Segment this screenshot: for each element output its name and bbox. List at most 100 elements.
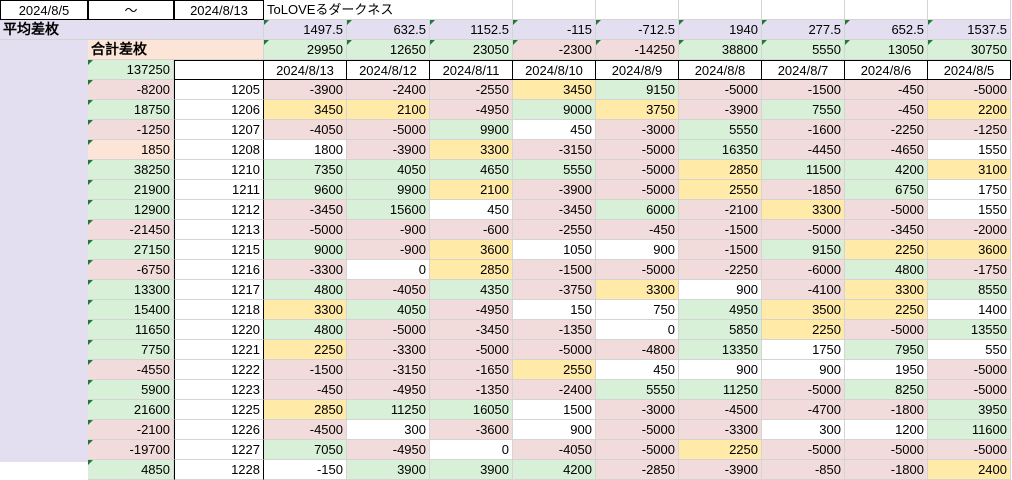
data-cell[interactable]: -2400 <box>347 80 430 100</box>
machine-id-cell[interactable]: 1206 <box>174 100 264 120</box>
row-total-cell[interactable]: 4850 <box>88 460 174 480</box>
data-cell[interactable]: -3300 <box>679 420 762 440</box>
empty-cell[interactable] <box>596 0 679 20</box>
data-cell[interactable]: -1500 <box>679 220 762 240</box>
data-cell[interactable]: 1750 <box>762 340 845 360</box>
data-cell[interactable]: -5000 <box>430 340 513 360</box>
data-cell[interactable]: 4650 <box>430 160 513 180</box>
machine-id-cell[interactable]: 1227 <box>174 440 264 460</box>
data-cell[interactable]: -850 <box>762 460 845 480</box>
data-cell[interactable]: 2250 <box>762 320 845 340</box>
data-cell[interactable]: -5000 <box>596 160 679 180</box>
row-total-cell[interactable]: 5900 <box>88 380 174 400</box>
empty-cell[interactable] <box>679 0 762 20</box>
data-cell[interactable]: 9000 <box>264 240 347 260</box>
data-cell[interactable]: 9000 <box>513 100 596 120</box>
data-cell[interactable]: 3300 <box>430 140 513 160</box>
data-cell[interactable]: -5000 <box>264 220 347 240</box>
data-cell[interactable]: -5000 <box>596 260 679 280</box>
avg-value-cell[interactable]: 277.5 <box>762 20 845 40</box>
total-value-cell[interactable]: 38800 <box>679 40 762 60</box>
data-cell[interactable]: 3300 <box>845 280 928 300</box>
total-value-cell[interactable]: 12650 <box>347 40 430 60</box>
data-cell[interactable]: 4200 <box>513 460 596 480</box>
data-cell[interactable]: 5550 <box>596 380 679 400</box>
row-total-cell[interactable]: 1850 <box>88 140 174 160</box>
tilde-cell[interactable]: ～ <box>88 0 174 20</box>
data-cell[interactable]: -3450 <box>430 320 513 340</box>
data-cell[interactable]: 3500 <box>762 300 845 320</box>
data-cell[interactable]: -1850 <box>762 180 845 200</box>
data-cell[interactable]: 7550 <box>762 100 845 120</box>
machine-id-cell[interactable]: 1222 <box>174 360 264 380</box>
data-cell[interactable]: 2250 <box>679 440 762 460</box>
avg-value-cell[interactable]: 652.5 <box>845 20 928 40</box>
empty-cell[interactable] <box>845 0 928 20</box>
data-cell[interactable]: -5000 <box>762 220 845 240</box>
data-cell[interactable]: 0 <box>596 320 679 340</box>
date-header-cell[interactable]: 2024/8/7 <box>762 60 845 80</box>
sheet-title-cell[interactable]: ToLOVEるダークネス <box>264 0 430 20</box>
data-cell[interactable]: 7350 <box>264 160 347 180</box>
machine-id-cell[interactable]: 1226 <box>174 420 264 440</box>
row-total-cell[interactable]: -2100 <box>88 420 174 440</box>
data-cell[interactable]: -5000 <box>762 380 845 400</box>
data-cell[interactable]: -3900 <box>679 460 762 480</box>
data-cell[interactable]: 16350 <box>679 140 762 160</box>
data-cell[interactable]: -1500 <box>513 260 596 280</box>
data-cell[interactable]: -450 <box>845 80 928 100</box>
avg-value-cell[interactable]: -712.5 <box>596 20 679 40</box>
data-cell[interactable]: -3000 <box>596 400 679 420</box>
empty-cell[interactable] <box>762 0 845 20</box>
data-cell[interactable]: 1050 <box>513 240 596 260</box>
row-total-cell[interactable]: -19700 <box>88 440 174 460</box>
data-cell[interactable]: 6000 <box>596 200 679 220</box>
machine-id-cell[interactable]: 1218 <box>174 300 264 320</box>
machine-id-cell[interactable]: 1228 <box>174 460 264 480</box>
data-cell[interactable]: -600 <box>430 220 513 240</box>
date-header-cell[interactable]: 2024/8/10 <box>513 60 596 80</box>
data-cell[interactable]: 3900 <box>430 460 513 480</box>
data-cell[interactable]: 1200 <box>845 420 928 440</box>
data-cell[interactable]: 2850 <box>430 260 513 280</box>
data-cell[interactable]: -2250 <box>845 120 928 140</box>
data-cell[interactable]: -3600 <box>430 420 513 440</box>
data-cell[interactable]: 3600 <box>928 240 1011 260</box>
data-cell[interactable]: -5000 <box>762 440 845 460</box>
data-cell[interactable]: -3450 <box>845 220 928 240</box>
data-cell[interactable]: 3950 <box>928 400 1011 420</box>
date-header-cell[interactable]: 2024/8/11 <box>430 60 513 80</box>
data-cell[interactable]: 4050 <box>347 160 430 180</box>
machine-id-cell[interactable]: 1208 <box>174 140 264 160</box>
data-cell[interactable]: 3450 <box>513 80 596 100</box>
data-cell[interactable]: 1800 <box>264 140 347 160</box>
data-cell[interactable]: 3450 <box>264 100 347 120</box>
data-cell[interactable]: 900 <box>596 240 679 260</box>
total-value-cell[interactable]: 23050 <box>430 40 513 60</box>
data-cell[interactable]: -4950 <box>430 300 513 320</box>
data-cell[interactable]: -4700 <box>762 400 845 420</box>
data-cell[interactable]: -3450 <box>264 200 347 220</box>
data-cell[interactable]: -5000 <box>596 420 679 440</box>
data-cell[interactable]: -2250 <box>679 260 762 280</box>
data-cell[interactable]: 1550 <box>928 200 1011 220</box>
data-cell[interactable]: 450 <box>596 360 679 380</box>
data-cell[interactable]: 3300 <box>596 280 679 300</box>
data-cell[interactable]: 5850 <box>679 320 762 340</box>
data-cell[interactable]: -4050 <box>264 120 347 140</box>
data-cell[interactable]: 8250 <box>845 380 928 400</box>
row-total-cell[interactable]: -1250 <box>88 120 174 140</box>
data-cell[interactable]: -1800 <box>845 400 928 420</box>
data-cell[interactable]: -2100 <box>679 200 762 220</box>
data-cell[interactable]: 300 <box>347 420 430 440</box>
data-cell[interactable]: 13350 <box>679 340 762 360</box>
data-cell[interactable]: 900 <box>679 280 762 300</box>
data-cell[interactable]: -2000 <box>928 220 1011 240</box>
data-cell[interactable]: -1500 <box>264 360 347 380</box>
data-cell[interactable]: -4650 <box>845 140 928 160</box>
data-cell[interactable]: 2250 <box>845 300 928 320</box>
data-cell[interactable]: -1250 <box>928 120 1011 140</box>
data-cell[interactable]: -4500 <box>264 420 347 440</box>
data-cell[interactable]: -2550 <box>430 80 513 100</box>
data-cell[interactable]: 1750 <box>928 180 1011 200</box>
